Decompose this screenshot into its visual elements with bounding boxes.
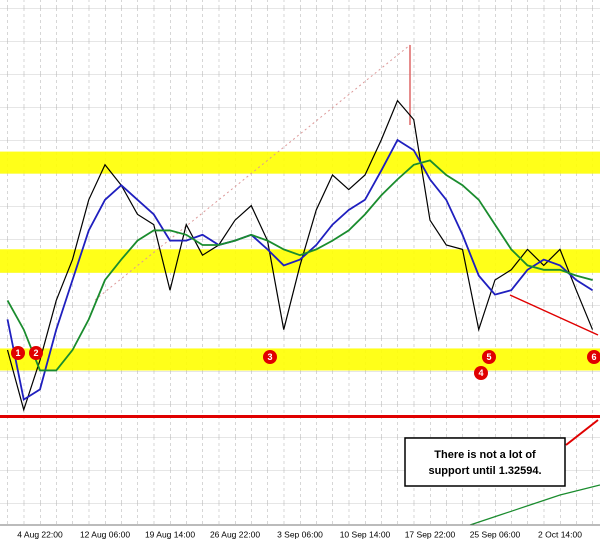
trend-line	[509, 294, 599, 336]
series-line	[6, 138, 593, 402]
series-line	[6, 99, 594, 412]
marker-label: 6	[591, 352, 596, 362]
markers: 1 2 3 45 6	[11, 346, 600, 380]
zone	[0, 151, 600, 174]
marker-label: 2	[33, 348, 38, 358]
marker-label: 4	[478, 368, 483, 378]
marker-dot	[474, 366, 488, 380]
x-tick-label: 10 Sep 14:00	[340, 529, 391, 539]
lower-ma	[469, 484, 600, 526]
series-line	[6, 159, 593, 372]
x-tick-label: 4 Aug 22:00	[17, 529, 63, 539]
arrow	[565, 419, 599, 446]
marker-dot	[587, 350, 600, 364]
x-tick-label: 12 Aug 06:00	[80, 529, 130, 539]
marker-dot	[482, 350, 496, 364]
zone	[0, 249, 600, 273]
x-tick-label: 19 Aug 14:00	[145, 529, 195, 539]
lines	[0, 99, 600, 418]
marker-label: 1	[15, 348, 20, 358]
x-tick-label: 3 Sep 06:00	[277, 529, 323, 539]
x-tick-label: 26 Aug 22:00	[210, 529, 260, 539]
annotation-line: support until 1.32594.	[428, 465, 541, 477]
x-tick-label: 2 Oct 14:00	[538, 529, 582, 539]
zone	[0, 348, 600, 371]
x-axis	[0, 525, 600, 546]
marker-dot	[29, 346, 43, 360]
annotation-line: There is not a lot of	[434, 449, 536, 461]
marker-dot	[11, 346, 25, 360]
marker-dot	[263, 350, 277, 364]
marker-label: 5	[486, 352, 491, 362]
marker-label: 3	[267, 352, 272, 362]
annotation-box	[404, 437, 566, 487]
x-tick-label: 25 Sep 06:00	[470, 529, 521, 539]
x-tick-label: 17 Sep 22:00	[405, 529, 456, 539]
